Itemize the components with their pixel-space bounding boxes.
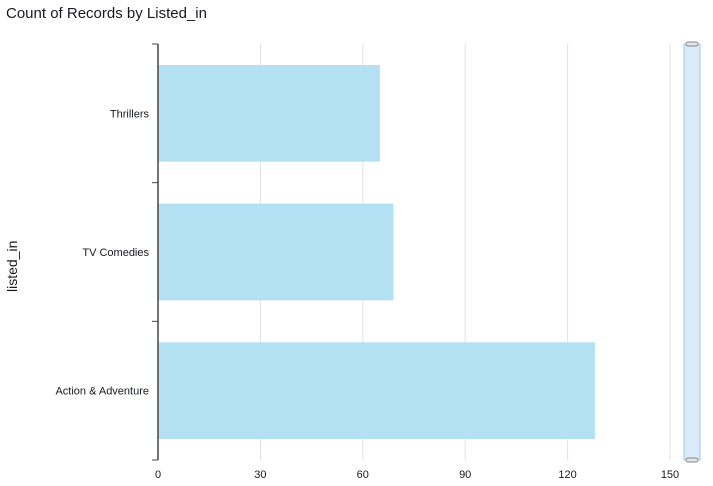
chart-title: Count of Records by Listed_in	[6, 5, 207, 22]
x-tick-label: 150	[661, 469, 679, 481]
scrollbar	[683, 41, 701, 463]
x-tick-label: 30	[254, 469, 266, 481]
bar[interactable]	[158, 65, 380, 162]
axes	[152, 43, 159, 461]
x-tick-label: 60	[357, 469, 369, 481]
y-tick-label: Thrillers	[110, 108, 150, 120]
scrollbar-handle[interactable]	[685, 41, 699, 47]
y-tick-labels: Thrillers TV Comedies Action & Adventure	[55, 108, 149, 397]
x-tick-label: 90	[459, 469, 471, 481]
bars	[158, 65, 595, 439]
scrollbar-handle[interactable]	[685, 457, 699, 463]
y-tick-label: Action & Adventure	[55, 386, 149, 398]
x-tick-label: 0	[155, 469, 161, 481]
scrollbar-track[interactable]	[683, 43, 701, 461]
bar[interactable]	[158, 203, 394, 301]
x-tick-label: 120	[558, 469, 576, 481]
x-tick-labels: 0 30 60 90 120 150	[155, 469, 679, 481]
y-tick-label: TV Comedies	[82, 247, 149, 259]
bar[interactable]	[158, 342, 595, 439]
